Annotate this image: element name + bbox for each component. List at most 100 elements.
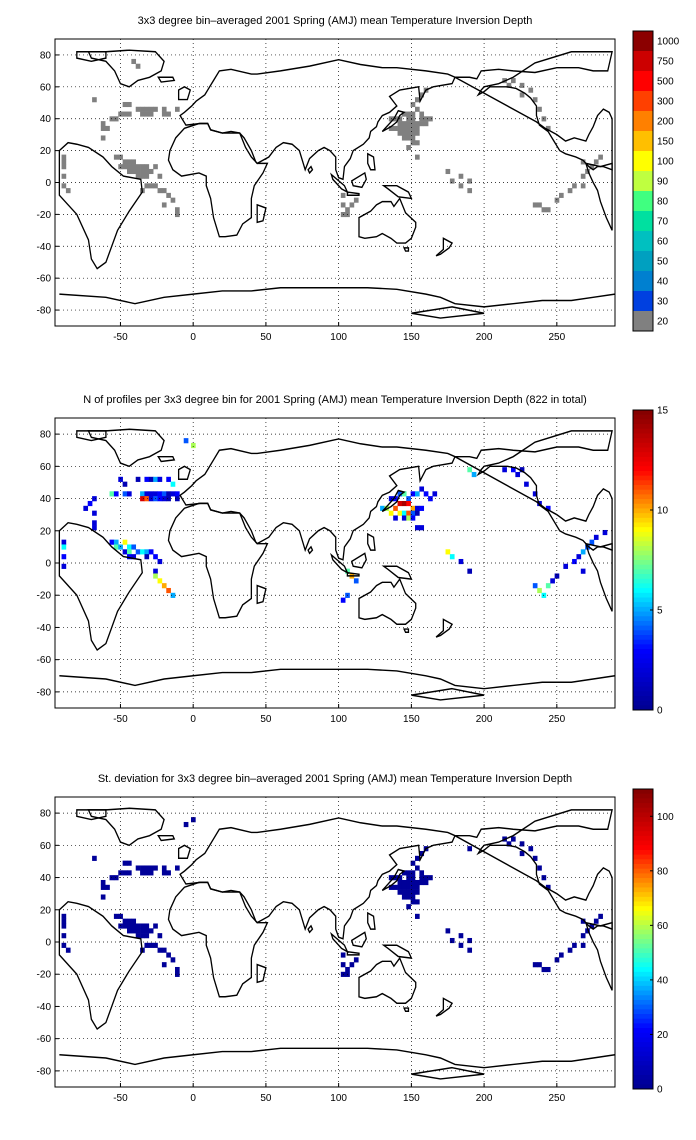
bottom-colorbar-gradient-step — [633, 915, 653, 921]
middle-cell — [153, 568, 158, 574]
middle-panel: -50 0 50 100 150 200 250 806040200-20-40-60-80… — [37, 394, 669, 725]
bottom-colorbar-gradient-step — [633, 948, 653, 954]
top-cell — [415, 97, 420, 103]
bottom-colorbar-gradient-step — [633, 793, 653, 799]
top-y-tick-label: -20 — [37, 210, 52, 221]
bottom-cell — [140, 870, 145, 876]
bottom-colorbar-gradient-step — [633, 985, 653, 992]
middle-colorbar-gradient-step — [633, 695, 653, 702]
bottom-colorbar-gradient-step — [633, 1023, 653, 1029]
top-colorbar-label: 50 — [657, 257, 669, 268]
top-cell — [388, 125, 394, 131]
top-colorbar-label: 200 — [657, 117, 674, 128]
bottom-cell — [406, 904, 411, 910]
bottom-y-tick-label: 80 — [40, 809, 52, 820]
bottom-cell — [397, 884, 403, 890]
top-cell — [397, 121, 403, 127]
middle-colorbar-gradient-step — [633, 531, 653, 538]
middle-cell — [423, 491, 429, 497]
bottom-cell — [545, 966, 551, 973]
bottom-cell — [131, 928, 137, 934]
bottom-cell — [401, 884, 407, 890]
middle-colorbar-gradient-step — [633, 606, 653, 613]
bottom-cell — [118, 913, 123, 919]
bottom-colorbar-gradient-step — [633, 906, 653, 912]
top-colorbar-label: 100 — [657, 157, 674, 168]
middle-cell — [580, 549, 586, 555]
middle-cell — [109, 539, 115, 545]
top-x-tick-label: 0 — [190, 332, 196, 343]
top-cell — [410, 101, 416, 108]
bottom-cell — [61, 913, 67, 919]
bottom-cell — [458, 933, 464, 939]
bottom-cell — [528, 846, 534, 852]
middle-y-tick-label: -60 — [37, 655, 52, 666]
bottom-cell — [415, 889, 420, 895]
bottom-colorbar-gradient-step — [633, 1070, 653, 1076]
middle-colorbar-gradient-step — [633, 447, 653, 453]
bottom-cell — [144, 933, 150, 939]
middle-cell — [135, 549, 141, 555]
middle-colorbar-gradient-step — [633, 536, 653, 542]
bottom-cell — [445, 928, 451, 934]
middle-colorbar-gradient-step — [633, 630, 653, 636]
bottom-cell — [140, 923, 145, 929]
bottom-cell — [419, 870, 425, 876]
middle-colorbar-gradient-step — [633, 485, 653, 491]
middle-colorbar-gradient-step — [633, 550, 653, 556]
top-cell — [131, 164, 137, 170]
middle-cell — [127, 549, 132, 555]
middle-cell — [157, 558, 163, 565]
top-cell — [61, 183, 67, 189]
top-panel: -50 0 50 100 150 200 250 806040200-20-40-60-80… — [37, 15, 680, 343]
bottom-colorbar-gradient-step — [633, 859, 653, 865]
bottom-colorbar-gradient-step — [633, 939, 653, 945]
bottom-cell — [135, 933, 141, 939]
middle-cell — [153, 573, 158, 579]
middle-cell — [144, 554, 150, 560]
bottom-cell — [157, 933, 163, 939]
top-cell — [415, 130, 420, 136]
top-colorbar-label: 1000 — [657, 37, 680, 48]
bottom-y-tick-label: -80 — [37, 1066, 52, 1077]
middle-cell — [127, 491, 132, 497]
bottom-cell — [397, 889, 403, 895]
top-cell — [423, 121, 429, 127]
bottom-y-tick-label: -20 — [37, 970, 52, 981]
bottom-colorbar-gradient-step — [633, 882, 653, 888]
middle-cell — [449, 554, 455, 560]
bottom-colorbar-gradient-step — [633, 1042, 653, 1048]
middle-colorbar-gradient-step — [633, 419, 653, 425]
top-cell — [92, 97, 97, 103]
middle-cell — [545, 505, 551, 511]
top-colorbar-label: 90 — [657, 177, 669, 188]
middle-y-tick-label: -20 — [37, 591, 52, 602]
top-cell — [528, 87, 534, 93]
top-cell — [419, 121, 425, 127]
bottom-colorbar-label: 40 — [657, 975, 669, 986]
middle-cell — [153, 476, 158, 482]
bottom-cell — [537, 962, 542, 968]
middle-cell — [131, 554, 137, 560]
bottom-colorbar-gradient-step — [633, 999, 653, 1006]
top-cell — [406, 135, 411, 141]
top-cell — [401, 130, 407, 136]
top-cell — [127, 164, 132, 170]
bottom-cell — [140, 928, 145, 934]
middle-cell — [135, 476, 141, 482]
bottom-cell — [406, 894, 411, 900]
top-cell — [113, 154, 119, 160]
middle-cell — [415, 505, 420, 511]
middle-cell — [166, 491, 171, 497]
top-cell — [105, 125, 110, 131]
bottom-cell — [519, 850, 525, 857]
top-cell — [140, 164, 145, 170]
bottom-cell — [511, 836, 516, 842]
bottom-cell — [401, 889, 407, 895]
middle-cell — [419, 525, 425, 531]
bottom-cell — [144, 942, 150, 948]
bottom-cell — [532, 855, 538, 861]
middle-cell — [127, 544, 132, 550]
bottom-cell — [401, 870, 407, 876]
